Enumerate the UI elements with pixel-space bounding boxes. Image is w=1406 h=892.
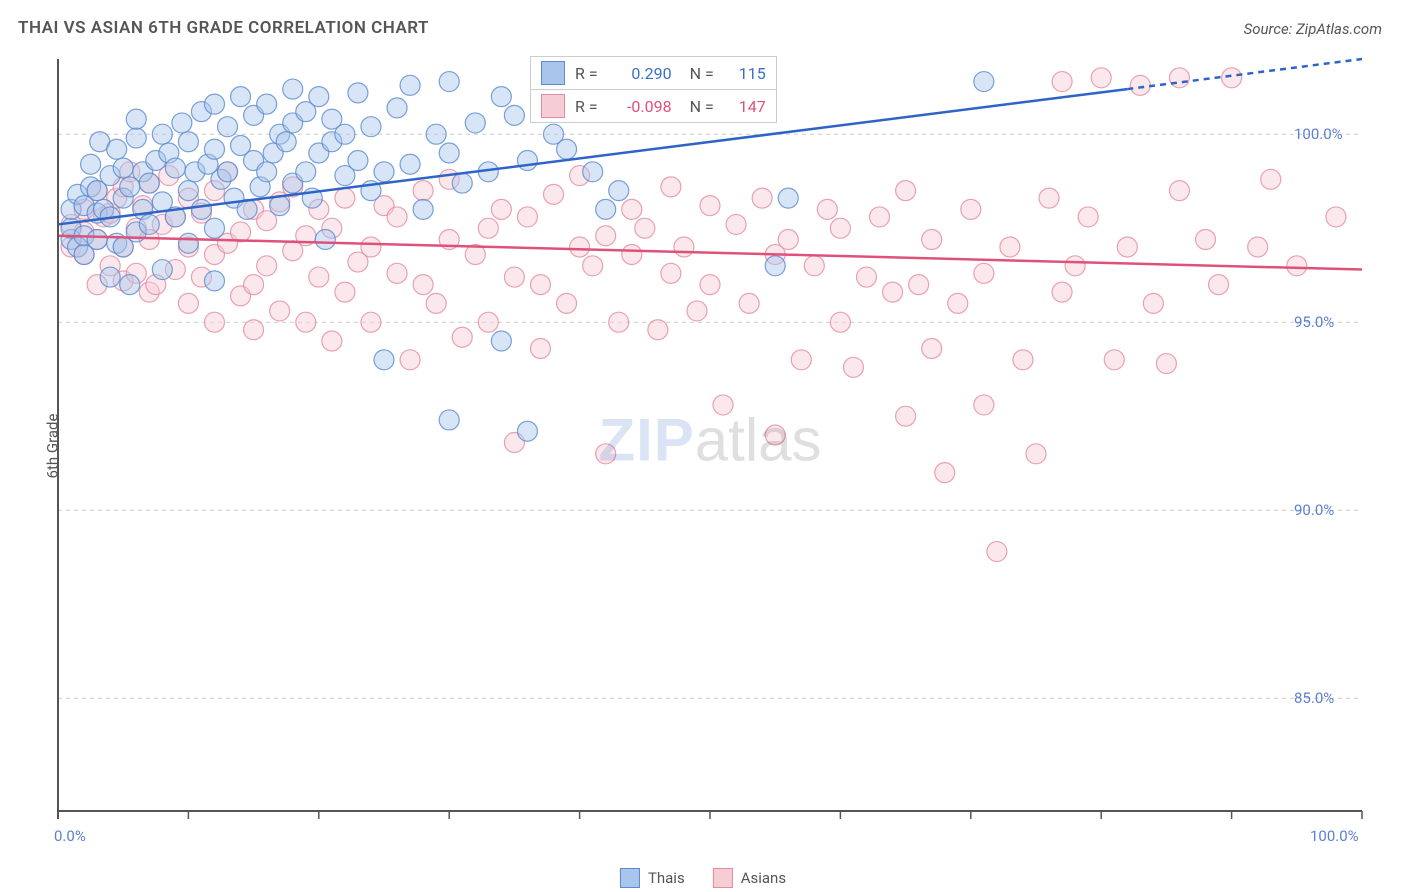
stats-r-value: 0.290 [608,64,672,83]
legend-label: Thais [648,869,685,887]
stats-n-label: N = [690,97,714,116]
stats-n-value: 147 [724,97,766,116]
chart-svg [50,55,1370,825]
stats-r-label: R = [575,64,598,83]
legend-swatch [713,868,733,888]
legend-item: Thais [620,868,685,888]
stats-r-value: -0.098 [608,97,672,116]
legend-label: Asians [741,869,786,887]
stats-n-label: N = [690,64,714,83]
y-tick-label: 100.0% [1294,125,1343,143]
stats-n-value: 115 [724,64,766,83]
source-label: Source: ZipAtlas.com [1244,20,1382,38]
stats-swatch [541,61,565,85]
legend-swatch [620,868,640,888]
x-axis-min-label: 0.0% [54,827,86,845]
legend-item: Asians [713,868,786,888]
stats-box: R = 0.290 N = 115 R = -0.098 N = 147 [530,56,777,123]
chart-title: THAI VS ASIAN 6TH GRADE CORRELATION CHAR… [18,18,429,38]
x-axis-max-label: 100.0% [1310,827,1359,845]
plot-area: ZIPatlas R =0.290N =115R =-0.098N =147 [50,55,1370,825]
stats-row: R = -0.098 N = 147 [531,90,776,122]
legend: Thais Asians [620,868,786,888]
stats-r-label: R = [575,97,598,116]
stats-swatch [541,94,565,118]
y-tick-label: 85.0% [1294,689,1334,707]
y-tick-label: 95.0% [1294,313,1334,331]
y-tick-label: 90.0% [1294,501,1334,519]
stats-row: R = 0.290 N = 115 [531,57,776,90]
